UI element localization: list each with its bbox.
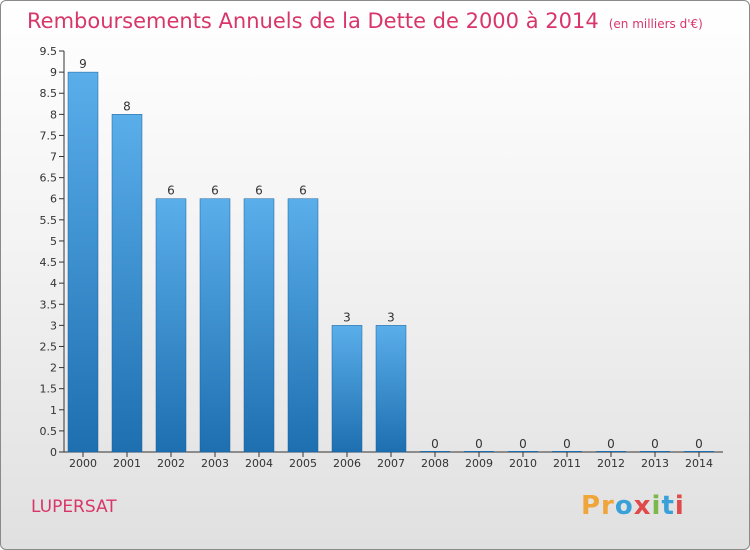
x-tick-label: 2009 <box>465 457 493 470</box>
bar <box>331 325 363 453</box>
data-label: 0 <box>563 437 571 451</box>
y-tick-label: 7.5 <box>40 129 58 142</box>
bar <box>464 451 494 452</box>
data-label: 6 <box>299 184 307 198</box>
y-tick-label: 3 <box>50 319 57 332</box>
y-tick-label: 4.5 <box>40 256 58 269</box>
y-tick-label: 0 <box>50 446 57 459</box>
bar <box>243 198 275 453</box>
y-tick-label: 4 <box>50 277 57 290</box>
chart-title: Remboursements Annuels de la Dette de 20… <box>27 9 703 33</box>
x-tick-label: 2011 <box>553 457 581 470</box>
x-tick-label: 2005 <box>289 457 317 470</box>
bar-chart: 0 0.5 1 1.5 2 2.5 3 3.5 4 4.5 5 5.5 6 6.5 7 7.5 8 8.5 9 9.5… <box>40 45 723 470</box>
x-tick-label: 2008 <box>421 457 449 470</box>
y-tick-label: 5 <box>50 235 57 248</box>
bar <box>508 451 538 452</box>
bar <box>155 198 187 453</box>
y-tick-label: 5.5 <box>40 214 58 227</box>
data-label: 3 <box>343 310 351 324</box>
proxiti-logo: Proxiti <box>581 491 685 521</box>
unit-note: (en milliers d'€) <box>608 17 703 31</box>
bar <box>596 451 626 452</box>
x-tick-label: 2002 <box>157 457 185 470</box>
y-tick-label: 8 <box>50 108 57 121</box>
bar <box>552 451 582 452</box>
bar <box>640 451 670 452</box>
x-tick-label: 2012 <box>597 457 625 470</box>
data-label: 0 <box>695 437 703 451</box>
x-tick-label: 2000 <box>69 457 97 470</box>
y-tick-label: 2 <box>50 362 57 375</box>
y-tick-label: 1 <box>50 404 57 417</box>
data-label: 9 <box>79 57 87 71</box>
data-label: 0 <box>475 437 483 451</box>
x-tick-label: 2010 <box>509 457 537 470</box>
y-tick-label: 3.5 <box>40 298 58 311</box>
bar <box>287 198 319 453</box>
data-label: 0 <box>651 437 659 451</box>
y-tick-label: 7 <box>50 151 57 164</box>
x-tick-label: 2006 <box>333 457 361 470</box>
chart-title-text: Remboursements Annuels de la Dette de 20… <box>27 9 599 33</box>
data-label: 6 <box>255 184 263 198</box>
y-tick-label: 9 <box>50 66 57 79</box>
data-label: 6 <box>167 184 175 198</box>
bar <box>684 451 714 452</box>
y-tick-label: 1.5 <box>40 383 58 396</box>
data-label: 0 <box>607 437 615 451</box>
data-label: 8 <box>123 99 131 113</box>
data-label: 6 <box>211 184 219 198</box>
y-tick-label: 0.5 <box>40 425 58 438</box>
y-tick-label: 9.5 <box>40 45 58 58</box>
bar <box>375 325 407 453</box>
x-tick-label: 2013 <box>641 457 669 470</box>
x-tick-label: 2001 <box>113 457 141 470</box>
data-label: 0 <box>431 437 439 451</box>
y-tick-label: 2.5 <box>40 340 58 353</box>
data-label: 3 <box>387 310 395 324</box>
bar <box>67 71 99 453</box>
commune-name: LUPERSAT <box>31 497 117 517</box>
y-tick-label: 6 <box>50 193 57 206</box>
bar <box>199 198 231 453</box>
bar <box>111 114 143 453</box>
y-tick-label: 6.5 <box>40 172 58 185</box>
y-tick-label: 8.5 <box>40 87 58 100</box>
x-tick-label: 2003 <box>201 457 229 470</box>
x-tick-label: 2004 <box>245 457 273 470</box>
bar <box>420 451 450 452</box>
x-tick-label: 2007 <box>377 457 405 470</box>
data-label: 0 <box>519 437 527 451</box>
x-tick-label: 2014 <box>685 457 713 470</box>
